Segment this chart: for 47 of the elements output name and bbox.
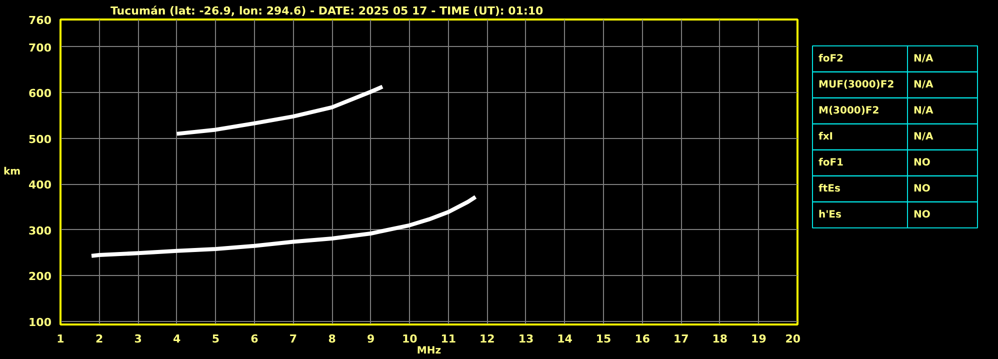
x-tick-label: 9 — [366, 332, 375, 346]
x-tick-label: 14 — [557, 332, 573, 346]
y-tick-label: 760 — [28, 14, 52, 27]
x-tick-label: 8 — [328, 332, 336, 346]
x-tick-label: 19 — [751, 332, 766, 346]
x-tick-label: 20 — [785, 332, 801, 346]
x-tick-label: 18 — [712, 332, 728, 346]
text: NO — [914, 157, 930, 168]
y-axis-title: km — [3, 166, 21, 178]
x-tick-label: 10 — [402, 332, 418, 346]
text: N/A — [914, 53, 934, 64]
y-tick-label: 700 — [28, 41, 52, 54]
line-series — [90, 194, 478, 258]
y-tick-label: 600 — [28, 87, 52, 100]
x-tick-label: 15 — [596, 332, 612, 346]
x-tick-label: 16 — [634, 332, 650, 346]
x-tick-label: 13 — [518, 332, 534, 346]
text: MUF(3000)F2 — [818, 79, 894, 90]
text: NO — [914, 183, 930, 194]
x-tick-label: 11 — [440, 332, 456, 346]
text: foF1 — [818, 157, 844, 168]
text: M(3000)F2 — [818, 105, 880, 116]
x-tick-label: 3 — [134, 332, 142, 346]
text: N/A — [914, 131, 934, 142]
y-tick-label: 200 — [28, 270, 52, 284]
text: fxI — [818, 131, 834, 142]
text: N/A — [914, 105, 934, 116]
x-tick-label: 4 — [173, 332, 182, 346]
x-tick-label: 1 — [56, 332, 64, 346]
y-tick-label: 100 — [28, 316, 52, 329]
text: ftEs — [818, 183, 840, 194]
chart-title: Tucumán (lat: -26.9, lon: 294.6) - DATE: 2025 05 17 - TIME (UT): 01:10 — [110, 4, 544, 18]
x-tick-label: 5 — [212, 332, 220, 346]
text: foF2 — [818, 53, 844, 64]
x-axis-title: MHz — [416, 346, 442, 356]
text: N/A — [914, 79, 934, 90]
x-tick-label: 6 — [250, 332, 259, 346]
x-tick-label: 12 — [480, 332, 495, 346]
x-tick-label: 7 — [289, 332, 298, 346]
y-tick-label: 300 — [28, 224, 52, 238]
text: NO — [914, 209, 930, 220]
y-tick-label: 500 — [28, 132, 52, 146]
x-tick-label: 17 — [673, 332, 689, 346]
y-tick-label: 400 — [28, 178, 52, 192]
x-tick-label: 2 — [95, 332, 104, 346]
line-series — [174, 84, 384, 136]
text: h'Es — [818, 209, 842, 220]
